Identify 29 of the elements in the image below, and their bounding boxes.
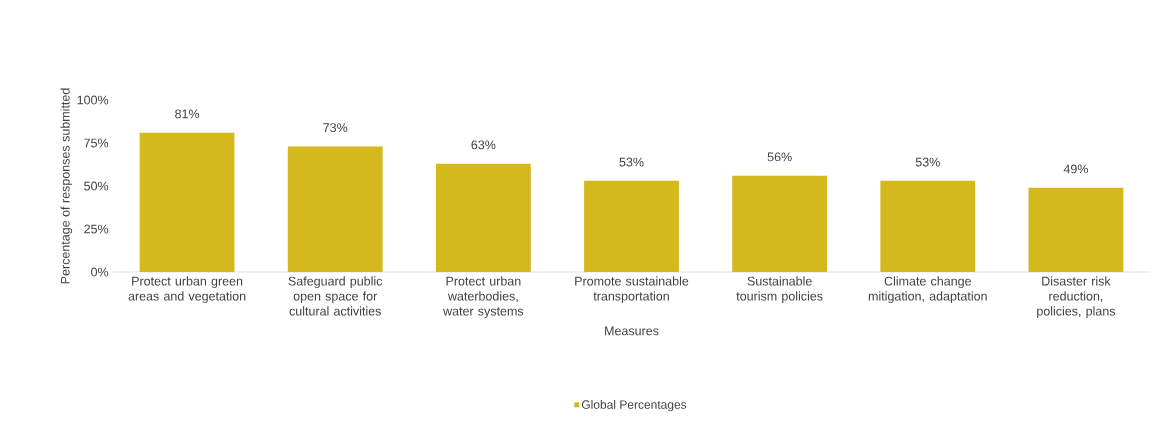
y-tick-label: 25% — [84, 224, 109, 234]
bar — [584, 180, 679, 272]
bar — [435, 163, 531, 272]
x-tick-label: Climate change mitigation, adaptation — [868, 276, 987, 304]
y-tick-label: 0% — [91, 267, 109, 277]
x-tick-label: Safeguard public open space for cultural activities — [288, 276, 383, 316]
bar — [139, 132, 235, 272]
data-label: 56% — [767, 152, 792, 162]
data-label: 49% — [1063, 164, 1088, 174]
data-label: 53% — [619, 157, 644, 167]
data-label: 63% — [471, 140, 496, 150]
bar — [880, 180, 976, 272]
y-tick-label: 75% — [84, 138, 109, 148]
data-label: 73% — [323, 123, 348, 133]
x-tick-label: Sustainable tourism policies — [736, 276, 823, 304]
data-label: 81% — [175, 109, 200, 119]
x-tick-label: Protect urban waterbodies, water systems — [443, 276, 524, 319]
y-tick-label: 50% — [84, 181, 109, 191]
legend-label: Global Percentages — [581, 400, 687, 412]
x-tick-label: Promote sustainable transportation — [575, 276, 689, 304]
x-tick-label: Disaster risk reduction, policies, plans — [1037, 276, 1116, 319]
x-tick-label: Protect urban green areas and vegetation — [128, 276, 246, 304]
data-label: 53% — [915, 157, 940, 167]
bar — [732, 175, 828, 272]
x-axis-title: Measures — [605, 326, 659, 336]
y-tick-label: 100% — [77, 95, 109, 105]
bar — [287, 146, 383, 272]
y-axis-title: Percentage of responses submitted — [60, 88, 73, 284]
bar — [1028, 187, 1124, 272]
